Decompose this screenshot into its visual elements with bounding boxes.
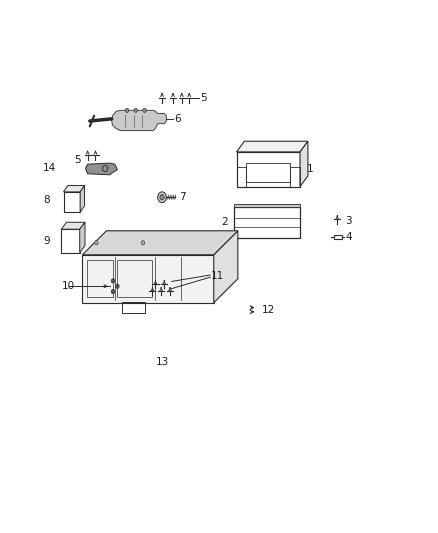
Text: 13: 13 <box>155 358 169 367</box>
Text: 9: 9 <box>43 236 49 246</box>
Polygon shape <box>64 185 85 192</box>
Text: 1: 1 <box>307 164 313 174</box>
Bar <box>87 260 113 297</box>
Bar <box>246 163 290 182</box>
Bar <box>334 235 342 239</box>
Text: 5: 5 <box>201 93 207 103</box>
Text: 3: 3 <box>345 216 352 225</box>
Bar <box>290 167 300 187</box>
Bar <box>237 152 300 187</box>
Text: 7: 7 <box>179 192 185 202</box>
Bar <box>234 207 300 238</box>
Text: 11: 11 <box>211 271 224 281</box>
Text: 8: 8 <box>43 195 49 205</box>
Polygon shape <box>214 231 238 303</box>
Bar <box>117 260 152 297</box>
Text: 5: 5 <box>74 155 81 165</box>
Circle shape <box>125 108 129 112</box>
Circle shape <box>160 195 164 200</box>
Polygon shape <box>300 141 308 187</box>
Polygon shape <box>234 204 300 207</box>
Circle shape <box>116 284 119 288</box>
Polygon shape <box>61 222 85 229</box>
Polygon shape <box>237 141 308 152</box>
Polygon shape <box>85 163 117 175</box>
Circle shape <box>111 279 115 283</box>
Polygon shape <box>112 110 166 131</box>
Text: 12: 12 <box>262 305 275 315</box>
Bar <box>122 302 145 313</box>
Text: 4: 4 <box>345 232 352 241</box>
Bar <box>64 192 80 212</box>
Text: 10: 10 <box>61 281 74 291</box>
Bar <box>237 167 246 187</box>
Circle shape <box>158 192 166 203</box>
Circle shape <box>111 289 115 294</box>
Bar <box>61 229 80 253</box>
Circle shape <box>141 241 145 245</box>
Text: 2: 2 <box>221 217 228 227</box>
Polygon shape <box>80 222 85 253</box>
Text: 14: 14 <box>43 163 56 173</box>
Text: 6: 6 <box>174 115 181 124</box>
Polygon shape <box>82 255 214 303</box>
Polygon shape <box>82 231 238 255</box>
Circle shape <box>134 108 138 112</box>
Circle shape <box>143 108 146 112</box>
Polygon shape <box>80 185 85 212</box>
Circle shape <box>95 241 98 245</box>
